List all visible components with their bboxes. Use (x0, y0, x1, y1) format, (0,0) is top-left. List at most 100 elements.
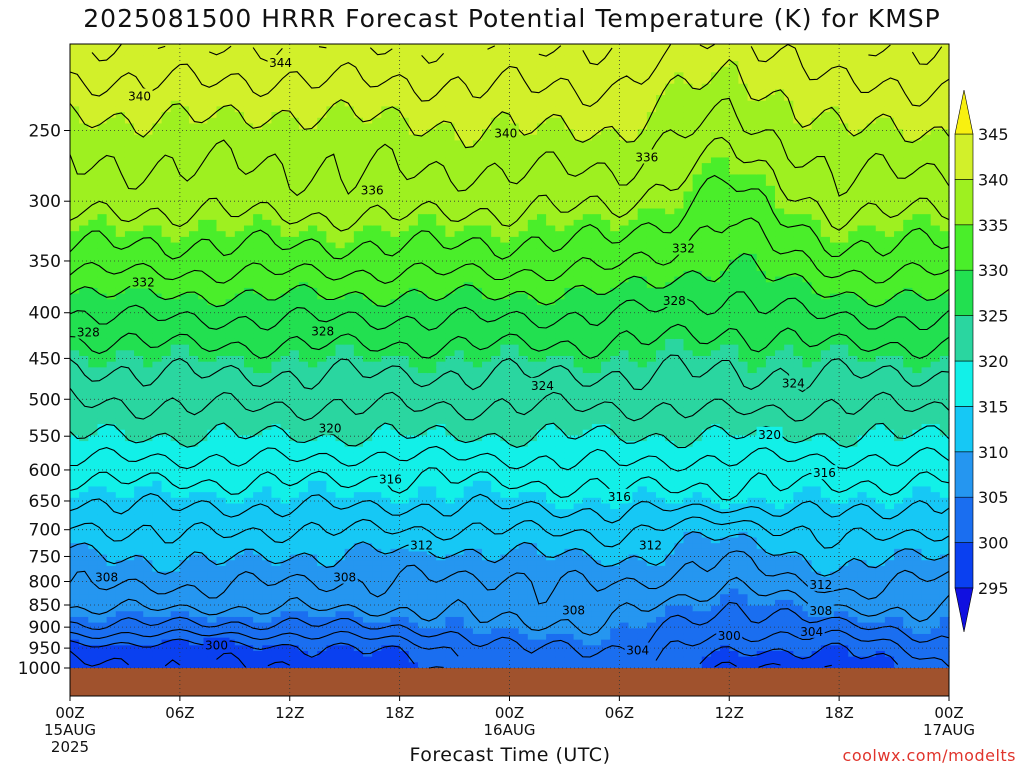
contour-fill-cell (408, 486, 419, 493)
contour-fill-cell (463, 185, 474, 193)
contour-fill-cell (234, 157, 245, 164)
contour-fill-cell (372, 72, 382, 79)
contour-fill-cell (115, 645, 126, 652)
contour-fill-cell (106, 202, 117, 210)
contour-fill-cell (115, 395, 126, 402)
contour-fill-cell (97, 202, 108, 210)
contour-fill-cell (436, 616, 447, 624)
contour-fill-cell (253, 276, 263, 283)
contour-fill-cell (161, 95, 172, 102)
contour-fill-cell (225, 384, 236, 391)
contour-fill-cell (225, 219, 236, 227)
contour-fill-cell (399, 123, 410, 130)
contour-fill-cell (253, 338, 263, 346)
contour-fill-cell (143, 441, 154, 448)
contour-fill-cell (216, 44, 227, 51)
contour-fill-cell (381, 503, 392, 510)
contour-fill-cell (408, 531, 419, 539)
contour-fill-cell (134, 72, 144, 79)
contour-fill-cell (243, 242, 254, 249)
contour-fill-cell (70, 344, 80, 351)
contour-fill-cell (344, 418, 355, 425)
contour-fill-cell (308, 361, 318, 368)
contour-fill-cell (381, 384, 392, 391)
contour-fill-cell (253, 66, 263, 73)
contour-fill-cell (353, 543, 364, 550)
contour-fill-cell (289, 418, 300, 425)
contour-fill-cell (152, 418, 163, 425)
contour-fill-cell (152, 367, 163, 374)
contour-fill-cell (381, 639, 392, 646)
contour-fill-cell (253, 129, 263, 136)
contour-fill-cell (170, 214, 181, 221)
contour-fill-cell (161, 299, 172, 306)
contour-fill-cell (472, 367, 483, 374)
contour-fill-cell (436, 401, 447, 408)
contour-fill-cell (408, 270, 419, 278)
contour-fill-cell (225, 446, 236, 454)
contour-fill-cell (427, 486, 437, 493)
contour-fill-cell (198, 180, 208, 187)
contour-fill-cell (234, 520, 245, 527)
contour-fill-cell (152, 378, 163, 385)
contour-fill-cell (70, 350, 80, 357)
contour-fill-cell (482, 214, 492, 221)
contour-fill-cell (189, 316, 199, 323)
contour-fill-cell (408, 151, 419, 159)
contour-fill-cell (372, 95, 382, 102)
contour-fill-cell (88, 55, 99, 62)
contour-fill-cell (189, 475, 199, 482)
contour-fill-cell (189, 418, 199, 425)
contour-fill-cell (170, 157, 181, 164)
contour-fill-cell (253, 509, 263, 516)
contour-fill-cell (134, 253, 144, 261)
contour-fill-cell (280, 89, 291, 96)
contour-fill-cell (253, 72, 263, 79)
contour-fill-cell (161, 469, 172, 476)
contour-fill-cell (372, 367, 382, 374)
contour-fill-cell (372, 622, 382, 629)
contour-fill-cell (97, 378, 108, 385)
contour-fill-cell (253, 282, 263, 289)
contour-fill-cell (353, 72, 364, 79)
contour-fill-cell (106, 594, 117, 601)
contour-fill-cell (326, 582, 337, 590)
contour-fill-cell (472, 61, 483, 68)
contour-fill-cell (161, 197, 172, 204)
contour-fill-cell (482, 185, 492, 193)
contour-fill-cell (225, 270, 236, 278)
contour-fill-cell (143, 270, 154, 278)
contour-fill-cell (70, 134, 80, 142)
contour-fill-cell (280, 390, 291, 397)
contour-fill-cell (298, 123, 309, 130)
contour-fill-cell (445, 378, 456, 385)
contour-fill-cell (161, 265, 172, 272)
contour-fill-cell (445, 509, 456, 516)
contour-fill-cell (115, 180, 126, 187)
contour-fill-cell (225, 599, 236, 607)
contour-fill-cell (335, 89, 346, 96)
contour-fill-cell (115, 611, 126, 618)
contour-fill-cell (445, 134, 456, 142)
contour-fill-cell (280, 316, 291, 323)
contour-fill-cell (472, 656, 483, 663)
contour-fill-cell (97, 633, 108, 641)
contour-fill-cell (308, 554, 318, 561)
contour-fill-cell (88, 191, 99, 198)
contour-fill-cell (161, 100, 172, 107)
contour-fill-cell (372, 543, 382, 550)
contour-fill-cell (271, 475, 282, 482)
contour-fill-cell (298, 588, 309, 595)
contour-fill-cell (381, 112, 392, 119)
contour-fill-cell (335, 338, 346, 346)
contour-fill-cell (353, 89, 364, 96)
contour-fill-cell (482, 259, 492, 266)
contour-fill-cell (427, 185, 437, 193)
contour-fill-cell (390, 599, 401, 607)
contour-fill-cell (243, 599, 254, 607)
contour-fill-cell (454, 49, 465, 56)
contour-fill-cell (399, 446, 410, 454)
contour-fill-cell (189, 480, 199, 488)
contour-fill-cell (189, 594, 199, 601)
contour-fill-cell (289, 633, 300, 641)
